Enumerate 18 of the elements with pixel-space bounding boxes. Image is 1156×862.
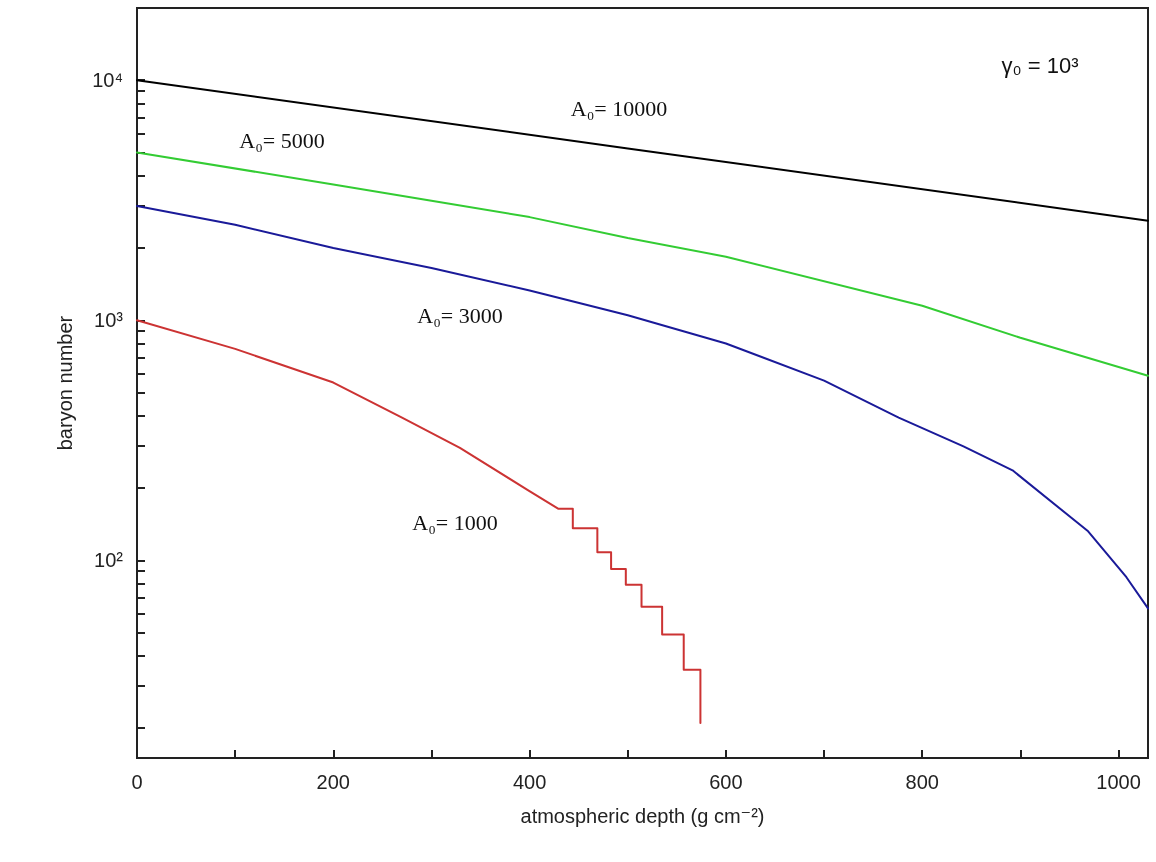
x-tick-label: 200 bbox=[316, 771, 350, 793]
annotation: A₀= 1000 bbox=[412, 509, 498, 535]
x-tick-label: 400 bbox=[512, 771, 547, 793]
y-axis-title: baryon number bbox=[54, 315, 76, 451]
x-tick-label: 1000 bbox=[1096, 771, 1141, 793]
annotation: A₀= 5000 bbox=[239, 127, 325, 153]
y-tick-label: 10⁴ bbox=[92, 69, 123, 92]
annotation: γ₀ = 10³ bbox=[1001, 52, 1079, 78]
annotation: A₀= 10000 bbox=[570, 95, 668, 121]
annotation: A₀= 3000 bbox=[417, 302, 503, 328]
line-series bbox=[136, 205, 1149, 610]
x-tick-label: 800 bbox=[905, 771, 939, 793]
y-tick-label: 10³ bbox=[94, 309, 124, 332]
x-axis-title: atmospheric depth (g cm⁻²) bbox=[520, 805, 765, 827]
x-tick-label: 600 bbox=[709, 771, 743, 793]
y-tick-label: 10² bbox=[94, 549, 124, 572]
line-series bbox=[136, 151, 1149, 377]
x-tick-label: 0 bbox=[131, 771, 143, 793]
